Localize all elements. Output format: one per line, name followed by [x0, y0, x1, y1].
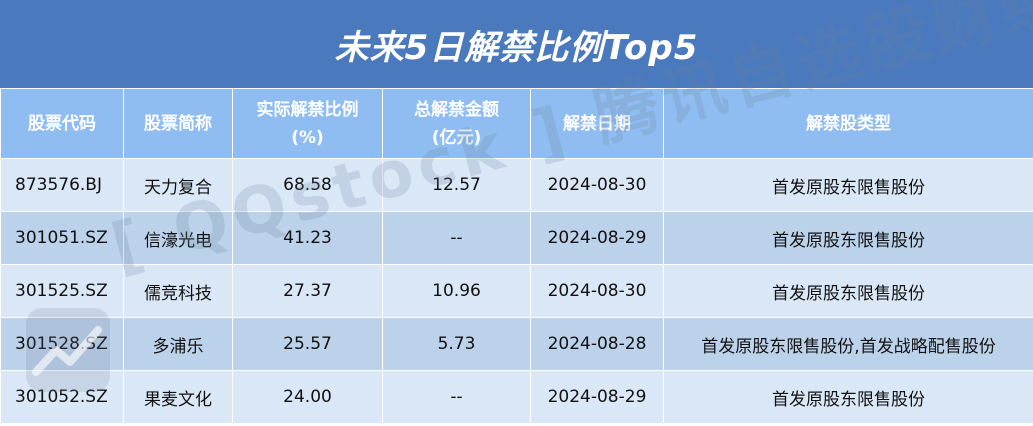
table-row: 873576.BJ 天力复合 68.58 12.57 2024-08-30 首发…: [0, 158, 1033, 212]
header-actual-ratio: 实际解禁比例 (%): [232, 88, 383, 159]
cell-unlock-date: 2024-08-28: [530, 317, 664, 371]
page-title: 未来5日解禁比例Top5: [0, 0, 1033, 88]
header-stock-name: 股票简称: [123, 88, 233, 159]
table-header-row: 股票代码 股票简称 实际解禁比例 (%) 总解禁金额 (亿元) 解禁日期 解禁股: [0, 88, 1033, 159]
cell-unlock-date: 2024-08-30: [530, 158, 664, 212]
cell-share-type: 首发原股东限售股份: [663, 370, 1033, 424]
cell-stock-code: 301525.SZ: [0, 264, 124, 318]
header-total-amount: 总解禁金额 (亿元): [382, 88, 531, 159]
table-row: 301052.SZ 果麦文化 24.00 -- 2024-08-29 首发原股东…: [0, 370, 1033, 424]
unlock-table: 股票代码 股票简称 实际解禁比例 (%) 总解禁金额 (亿元) 解禁日期 解禁股: [0, 88, 1033, 424]
table-row: 301051.SZ 信濠光电 41.23 -- 2024-08-29 首发原股东…: [0, 211, 1033, 265]
cell-total-amount: 12.57: [382, 158, 531, 212]
table-row: 301528.SZ 多浦乐 25.57 5.73 2024-08-28 首发原股…: [0, 317, 1033, 371]
cell-stock-name: 天力复合: [123, 158, 233, 212]
cell-total-amount: --: [382, 211, 531, 265]
cell-share-type: 首发原股东限售股份,首发战略配售股份: [663, 317, 1033, 371]
cell-stock-code: 873576.BJ: [0, 158, 124, 212]
cell-stock-name: 信濠光电: [123, 211, 233, 265]
cell-total-amount: 10.96: [382, 264, 531, 318]
cell-unlock-date: 2024-08-29: [530, 370, 664, 424]
cell-share-type: 首发原股东限售股份: [663, 211, 1033, 265]
cell-stock-code: 301051.SZ: [0, 211, 124, 265]
cell-total-amount: 5.73: [382, 317, 531, 371]
header-unlock-date: 解禁日期: [530, 88, 664, 159]
cell-actual-ratio: 25.57: [232, 317, 383, 371]
table-row: 301525.SZ 儒竞科技 27.37 10.96 2024-08-30 首发…: [0, 264, 1033, 318]
cell-stock-code: 301528.SZ: [0, 317, 124, 371]
cell-stock-name: 儒竞科技: [123, 264, 233, 318]
cell-actual-ratio: 41.23: [232, 211, 383, 265]
header-share-type: 解禁股类型: [663, 88, 1033, 159]
cell-stock-code: 301052.SZ: [0, 370, 124, 424]
cell-stock-name: 果麦文化: [123, 370, 233, 424]
cell-actual-ratio: 24.00: [232, 370, 383, 424]
cell-share-type: 首发原股东限售股份: [663, 158, 1033, 212]
cell-total-amount: --: [382, 370, 531, 424]
cell-actual-ratio: 27.37: [232, 264, 383, 318]
cell-share-type: 首发原股东限售股份: [663, 264, 1033, 318]
cell-stock-name: 多浦乐: [123, 317, 233, 371]
cell-unlock-date: 2024-08-30: [530, 264, 664, 318]
cell-unlock-date: 2024-08-29: [530, 211, 664, 265]
header-stock-code: 股票代码: [0, 88, 124, 159]
cell-actual-ratio: 68.58: [232, 158, 383, 212]
